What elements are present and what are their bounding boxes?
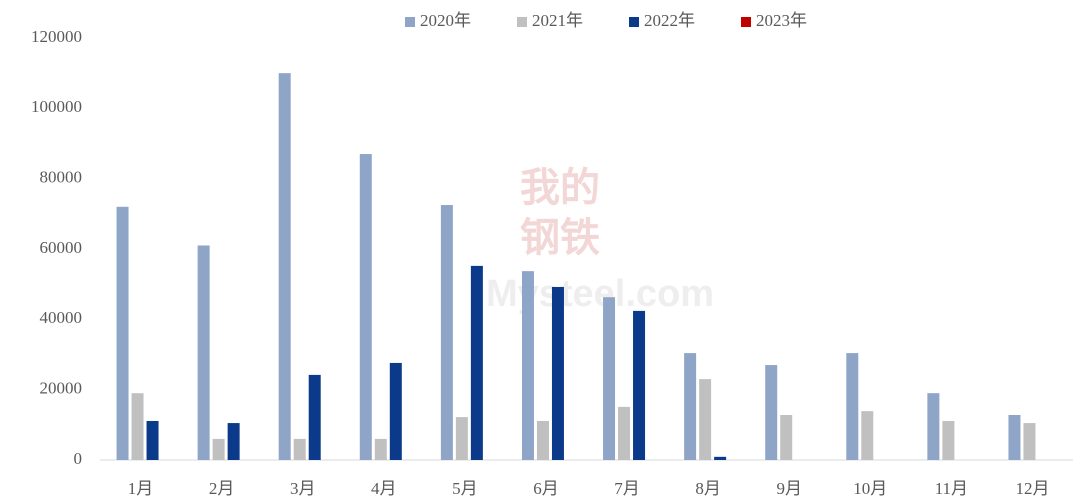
y-tick-label: 80000	[40, 168, 83, 187]
watermark: Mysteel.com	[486, 273, 714, 315]
bar	[374, 438, 387, 460]
bar	[389, 362, 402, 460]
bar	[536, 420, 549, 460]
y-tick-label: 60000	[40, 238, 83, 257]
bar	[618, 406, 631, 460]
bar	[1008, 414, 1021, 460]
bar	[603, 297, 616, 460]
bar	[197, 245, 210, 460]
x-tick-label: 9月	[776, 479, 802, 498]
bar	[146, 420, 159, 460]
bar	[308, 374, 321, 460]
bar	[359, 154, 372, 461]
bar	[1023, 423, 1036, 460]
y-tick-label: 20000	[40, 379, 83, 398]
legend-label: 2020年	[420, 11, 471, 30]
bar	[440, 205, 453, 460]
y-tick-label: 100000	[31, 97, 82, 116]
legend-swatch	[405, 17, 415, 27]
x-tick-label: 7月	[614, 479, 640, 498]
bar	[470, 265, 483, 460]
bar	[551, 286, 564, 460]
x-tick-label: 4月	[371, 479, 397, 498]
bar	[861, 411, 874, 460]
x-tick-label: 3月	[290, 479, 316, 498]
x-tick-label: 10月	[853, 479, 887, 498]
bar	[212, 438, 225, 460]
x-tick-label: 2月	[209, 479, 235, 498]
y-tick-label: 40000	[40, 308, 83, 327]
y-tick-label: 120000	[31, 27, 82, 46]
x-tick-label: 6月	[533, 479, 559, 498]
legend-swatch	[629, 17, 639, 27]
legend-swatch	[741, 17, 751, 27]
bar	[942, 420, 955, 460]
legend-swatch	[517, 17, 527, 27]
bar	[927, 393, 940, 460]
bar	[227, 423, 240, 460]
bar	[765, 365, 778, 460]
bar	[293, 438, 306, 460]
bar	[131, 393, 144, 460]
bar	[699, 379, 712, 460]
x-tick-label: 8月	[695, 479, 721, 498]
x-tick-label: 11月	[935, 479, 968, 498]
bar	[278, 73, 291, 461]
bar	[714, 456, 727, 460]
bar	[780, 414, 793, 460]
x-tick-label: 1月	[128, 479, 154, 498]
bar	[455, 417, 468, 460]
watermark: 钢铁	[520, 215, 600, 260]
bar	[846, 353, 859, 460]
legend-label: 2022年	[644, 11, 695, 30]
bar	[633, 310, 646, 460]
bar	[521, 271, 534, 460]
x-tick-label: 12月	[1015, 479, 1049, 498]
bar	[116, 206, 129, 460]
legend-label: 2023年	[756, 11, 807, 30]
legend-label: 2021年	[532, 11, 583, 30]
x-tick-label: 5月	[452, 479, 478, 498]
y-tick-label: 0	[74, 449, 83, 468]
bar	[684, 353, 697, 460]
watermark: 我的	[520, 165, 600, 210]
